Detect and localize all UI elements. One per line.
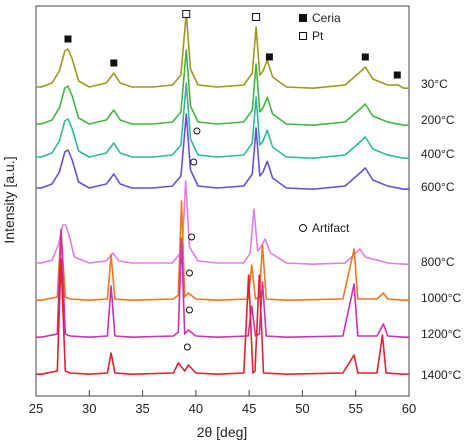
temperature-label: 200°C xyxy=(421,113,455,127)
temperature-label: 1000°C xyxy=(421,291,461,305)
trace-line xyxy=(36,229,409,338)
trace-line xyxy=(36,49,409,126)
artifact-marker xyxy=(185,306,193,314)
legend-artifact-marker xyxy=(299,224,307,232)
ceria-marker xyxy=(64,35,72,43)
legend-pt-label: Pt xyxy=(312,29,324,43)
artifact-marker xyxy=(193,127,201,135)
x-tick-label: 55 xyxy=(348,401,362,416)
legend-artifact-label: Artifact xyxy=(312,221,350,235)
ceria-marker xyxy=(110,59,118,67)
artifact-marker xyxy=(190,158,198,166)
x-axis: 25 30 35 40 45 50 55 60 xyxy=(29,390,416,416)
x-tick-label: 35 xyxy=(135,401,149,416)
peak-markers xyxy=(64,10,401,351)
traces xyxy=(36,12,409,375)
trace-line xyxy=(36,12,409,89)
x-tick-label: 45 xyxy=(242,401,256,416)
y-axis-title: Intensity [a.u.] xyxy=(1,156,17,243)
artifact-marker xyxy=(188,233,196,241)
ceria-marker xyxy=(393,71,401,79)
artifact-marker xyxy=(185,269,193,277)
x-tick-label: 50 xyxy=(295,401,309,416)
x-tick-label: 30 xyxy=(82,401,96,416)
trace-line xyxy=(36,180,409,265)
trace-line xyxy=(36,258,409,375)
temperature-label: 800°C xyxy=(421,255,455,269)
legend-pt-marker xyxy=(299,32,307,40)
trace-line xyxy=(36,200,409,301)
trace-line xyxy=(36,82,409,159)
artifact-marker xyxy=(183,343,191,351)
x-tick-label: 60 xyxy=(402,401,416,416)
ceria-marker xyxy=(361,53,369,61)
temperature-label: 400°C xyxy=(421,147,455,161)
legend-ceria-label: Ceria xyxy=(312,11,341,25)
legend: Ceria Pt Artifact xyxy=(299,11,350,235)
pt-marker xyxy=(252,13,261,21)
ceria-marker xyxy=(265,53,273,61)
x-tick-label: 25 xyxy=(29,401,43,416)
temperature-label: 1200°C xyxy=(421,327,461,341)
plot-frame xyxy=(35,5,410,397)
pt-marker xyxy=(182,10,191,18)
temperature-label: 30°C xyxy=(421,77,448,91)
temperature-labels: 30°C 200°C 400°C 600°C 800°C 1000°C 1200°C 1400… xyxy=(421,77,461,382)
temperature-label: 600°C xyxy=(421,180,455,194)
temperature-label: 1400°C xyxy=(421,368,461,382)
trace-line xyxy=(36,113,409,190)
x-tick-label: 40 xyxy=(189,401,203,416)
legend-ceria-marker xyxy=(299,14,307,22)
x-axis-title: 2θ [deg] xyxy=(197,424,248,440)
